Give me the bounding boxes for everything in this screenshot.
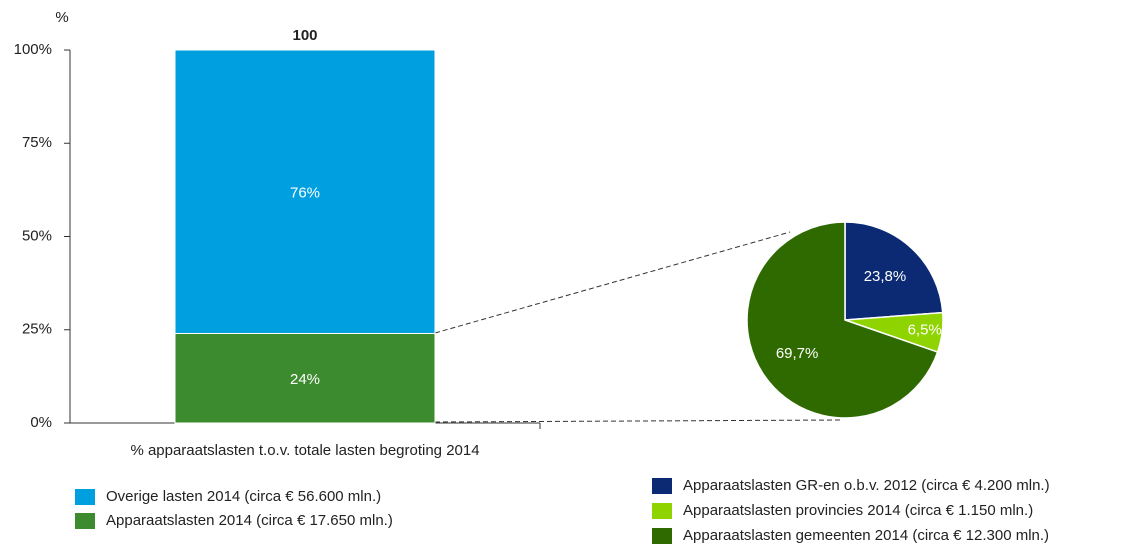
legend-label: Apparaatslasten 2014 (circa € 17.650 mln… — [106, 512, 393, 529]
value-label: 23,8% — [864, 268, 907, 285]
y-tick-label: 100% — [14, 41, 52, 58]
y-tick-label: 50% — [22, 227, 52, 244]
value-label: 76% — [290, 185, 320, 202]
legend-label: Apparaatslasten provincies 2014 (circa €… — [683, 502, 1033, 519]
value-label: 69,7% — [776, 345, 819, 362]
bar-segment — [174, 332, 436, 424]
y-tick-label: 25% — [22, 321, 52, 338]
legend-swatch — [75, 513, 95, 529]
bar-segment — [174, 49, 436, 334]
y-tick-label: 75% — [22, 134, 52, 151]
y-tick-label: 0% — [30, 414, 52, 431]
value-label: 24% — [290, 371, 320, 388]
x-tick-label: % apparaatslasten t.o.v. totale lasten b… — [130, 442, 479, 459]
legend-swatch — [652, 503, 672, 519]
legend-swatch — [75, 489, 95, 505]
total-label: 100 — [292, 27, 317, 44]
pie-slice — [746, 221, 939, 419]
connector — [434, 231, 791, 334]
connector — [434, 419, 841, 423]
value-label: 6,5% — [908, 321, 942, 338]
legend-label: Apparaatslasten GR-en o.b.v. 2012 (circa… — [683, 477, 1050, 494]
legend-label: Apparaatslasten gemeenten 2014 (circa € … — [683, 527, 1049, 544]
y-axis-label: % — [55, 9, 68, 26]
legend-swatch — [652, 528, 672, 544]
legend-swatch — [652, 478, 672, 494]
legend-label: Overige lasten 2014 (circa € 56.600 mln.… — [106, 488, 381, 505]
pie-slice — [844, 221, 944, 321]
